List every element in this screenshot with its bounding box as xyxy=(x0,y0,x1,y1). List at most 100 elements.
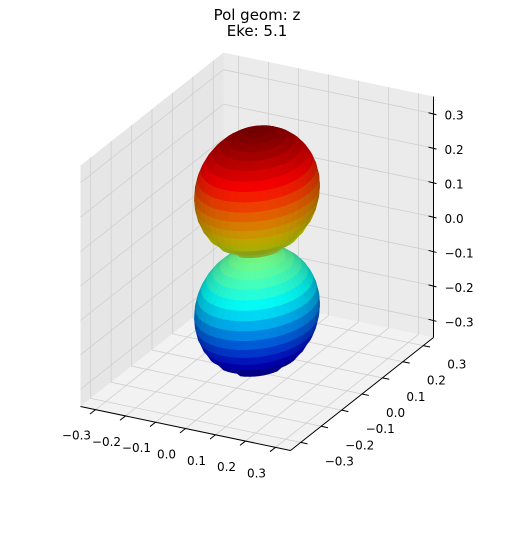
surface-patch xyxy=(259,307,269,321)
grid-line-y xyxy=(192,76,403,363)
grid-line-y xyxy=(110,141,322,427)
surface-patch xyxy=(228,229,238,240)
surface-patch xyxy=(243,211,253,223)
surface-patch xyxy=(221,318,231,331)
surface-patch xyxy=(254,262,259,272)
grid-line-x xyxy=(185,74,329,429)
y-tick xyxy=(300,441,308,445)
surface-patch xyxy=(236,349,246,358)
surface-patch xyxy=(237,238,246,246)
y-axis-line xyxy=(290,337,434,451)
x-tick-label: −0.1 xyxy=(122,441,151,455)
surface-patch xyxy=(259,169,267,181)
surface-patch xyxy=(252,339,261,350)
x-tick xyxy=(119,415,126,421)
x-tick-label: 0.3 xyxy=(247,466,266,480)
grid-line-x xyxy=(215,80,359,436)
surface-patch xyxy=(244,320,253,332)
y-tick-label: −0.3 xyxy=(325,454,354,468)
surface-patch xyxy=(236,211,245,223)
surface-patch xyxy=(228,220,237,232)
surface-patch xyxy=(252,190,261,203)
grid-line-y xyxy=(90,157,301,443)
surface-patch xyxy=(260,199,269,212)
grid-line-z xyxy=(80,103,434,218)
x-tick xyxy=(179,428,186,434)
surface-patch xyxy=(255,137,259,146)
surface-patch xyxy=(221,210,230,222)
surface-patch xyxy=(260,337,269,349)
surface-patch xyxy=(252,356,261,365)
surface-patch xyxy=(253,160,260,172)
surface-patch xyxy=(221,338,230,350)
chart-title-line-1: Pol geom: z xyxy=(213,6,301,24)
surface-patch xyxy=(259,297,268,310)
surface-patch xyxy=(252,170,261,182)
surface-patch xyxy=(246,250,255,256)
surface-patch xyxy=(252,363,261,370)
x-tick-label: 0.0 xyxy=(157,447,176,461)
surface-patch xyxy=(252,237,261,246)
grid-line-z xyxy=(80,69,434,184)
surface-patch xyxy=(258,278,266,290)
surface-patch xyxy=(236,221,245,232)
surface-patch xyxy=(260,219,269,231)
y-tick xyxy=(361,393,369,396)
surface-patch xyxy=(245,299,254,311)
surface-patch xyxy=(228,348,238,358)
surface-patch xyxy=(245,245,254,252)
surface-patch xyxy=(244,309,254,322)
z-tick xyxy=(428,249,437,253)
surface-patch xyxy=(253,279,260,291)
surface-patch xyxy=(244,238,254,246)
z-tick xyxy=(428,318,437,322)
grid-line-x xyxy=(275,93,419,448)
surface-patch xyxy=(243,330,253,342)
surface-patch xyxy=(253,151,260,162)
z-tick-label: 0.0 xyxy=(445,212,464,226)
z-tick xyxy=(428,215,437,219)
surface-patch xyxy=(221,328,230,341)
surface-patch xyxy=(244,230,253,240)
surface-patch xyxy=(252,220,261,231)
surface-patch xyxy=(246,369,255,375)
surface-patch xyxy=(237,310,246,322)
x-tick-label: 0.2 xyxy=(217,460,236,474)
y-tick-label: 0.1 xyxy=(406,390,425,404)
z-tick-label: −0.3 xyxy=(445,315,474,329)
y-tick xyxy=(402,361,410,364)
surface-patch xyxy=(221,219,230,231)
z-tick-label: 0.1 xyxy=(445,178,464,192)
y-tick-label: 0.0 xyxy=(386,406,405,420)
surface-patch xyxy=(252,200,261,213)
surface-patch xyxy=(236,230,246,240)
surface-patch xyxy=(255,256,259,264)
surface-patch xyxy=(260,209,269,222)
surface-patch xyxy=(252,298,261,311)
surface-patch xyxy=(236,201,246,213)
x-tick xyxy=(209,434,216,440)
x-tick-label: 0.1 xyxy=(187,454,206,468)
y-tick-label: −0.2 xyxy=(345,438,374,452)
y-tick-label: 0.2 xyxy=(427,374,446,388)
surface-patch xyxy=(244,349,253,358)
x-tick xyxy=(149,421,156,427)
surface-patch xyxy=(259,287,267,300)
surface-patch xyxy=(254,144,259,153)
z-tick xyxy=(428,181,437,185)
x-tick xyxy=(269,446,276,453)
grid-line-y xyxy=(151,108,363,395)
surface-patch xyxy=(244,191,254,203)
x-tick-label: −0.3 xyxy=(62,429,91,443)
surface-patch xyxy=(215,208,223,221)
z-tick xyxy=(428,146,437,150)
y-tick xyxy=(341,409,349,413)
z-tick-label: 0.2 xyxy=(445,143,464,157)
surface-patch xyxy=(266,177,275,190)
surface-patch xyxy=(245,180,254,193)
surface-patch xyxy=(221,199,231,212)
surface-patch xyxy=(243,340,253,350)
z-tick-label: −0.1 xyxy=(445,246,474,260)
surface-patch xyxy=(228,339,237,350)
